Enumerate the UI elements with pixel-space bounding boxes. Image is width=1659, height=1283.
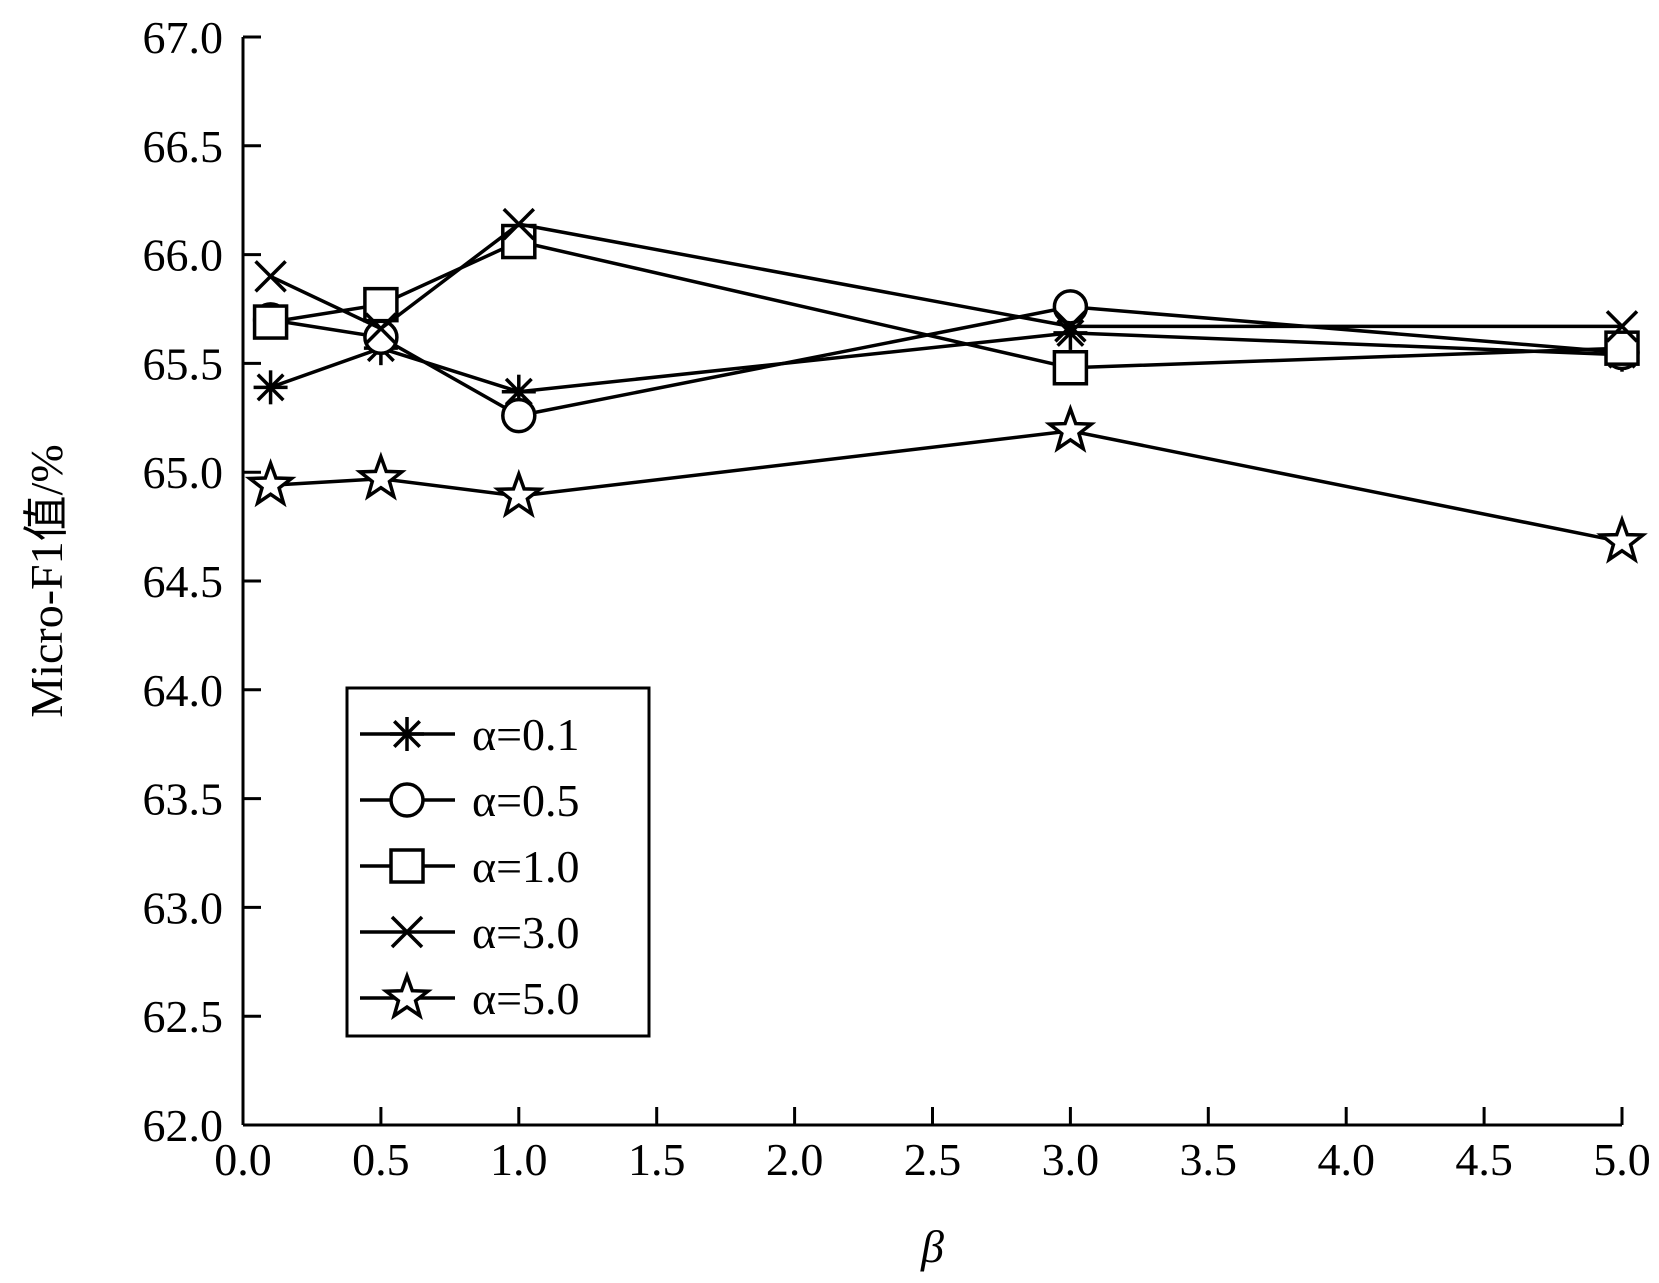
series-line <box>270 429 1623 544</box>
x-tick-label: 1.0 <box>490 1134 548 1185</box>
y-axis-title: Micro-F1值/% <box>21 444 72 717</box>
y-tick-label: 64.0 <box>143 665 224 716</box>
series-2 <box>252 289 1640 434</box>
y-tick-label: 63.5 <box>143 774 224 825</box>
data-point <box>1052 289 1089 325</box>
legend-item: α=0.5 <box>360 775 580 826</box>
y-tick-label: 65.0 <box>143 447 224 498</box>
y-tick-label: 67.0 <box>143 12 224 63</box>
data-point <box>363 319 399 356</box>
data-point <box>253 370 288 405</box>
legend-label: α=0.1 <box>472 709 580 760</box>
x-tick-label: 0.0 <box>214 1134 272 1185</box>
series-5 <box>244 403 1648 564</box>
data-point <box>502 207 536 241</box>
x-axis-title: β <box>920 1221 944 1272</box>
x-tick-label: 4.5 <box>1455 1134 1513 1185</box>
data-point <box>355 451 407 501</box>
y-tick-label: 62.5 <box>143 991 224 1042</box>
legend-marker <box>390 915 424 949</box>
data-point <box>254 260 287 293</box>
data-point <box>492 468 545 519</box>
x-tick-label: 2.0 <box>766 1134 824 1185</box>
x-tick-label: 0.5 <box>352 1134 410 1185</box>
legend-marker <box>389 782 425 818</box>
y-tick-label: 62.0 <box>143 1100 224 1151</box>
legend-item: α=0.1 <box>360 709 580 760</box>
axes: 62.0 62.5 63.0 63.5 64.0 64.5 65.0 65.5 66.0 66.5… <box>21 12 1651 1272</box>
series-layer <box>244 207 1648 564</box>
legend-marker <box>389 848 425 884</box>
y-tick-label: 63.0 <box>143 882 224 933</box>
y-tick-label: 66.0 <box>143 230 224 281</box>
data-point <box>1054 310 1087 343</box>
legend-marker <box>390 717 424 751</box>
legend-label: α=0.5 <box>472 775 580 826</box>
data-point <box>252 304 289 340</box>
legend-marker <box>381 970 433 1020</box>
data-point <box>1605 310 1639 343</box>
data-point <box>1596 514 1648 564</box>
data-point <box>364 312 398 345</box>
data-point <box>501 223 537 260</box>
y-tick-label: 66.5 <box>143 121 224 172</box>
data-point <box>244 458 297 508</box>
x-tick-label: 4.0 <box>1317 1134 1375 1185</box>
series-line <box>270 331 1623 394</box>
data-point <box>1052 350 1089 386</box>
series-line <box>269 222 1622 331</box>
y-tick-label: 64.5 <box>143 556 224 607</box>
data-point <box>363 286 399 323</box>
x-tick-label: 1.5 <box>628 1134 686 1185</box>
x-tick-label: 3.5 <box>1180 1134 1238 1185</box>
x-tick-label: 5.0 <box>1593 1134 1651 1185</box>
legend-item: α=1.0 <box>360 841 580 892</box>
series-line <box>270 305 1623 418</box>
legend-label: α=3.0 <box>472 907 580 958</box>
series-4 <box>254 207 1639 345</box>
y-tick-label: 65.5 <box>143 338 224 389</box>
legend-label: α=5.0 <box>472 973 580 1024</box>
data-point <box>501 397 537 434</box>
legend-item: α=3.0 <box>360 907 580 958</box>
x-tick-label: 2.5 <box>904 1134 962 1185</box>
legend: α=0.1 α=0.5 α=1.0 α=3.0 α=5.0 <box>345 686 651 1038</box>
data-point <box>1044 403 1097 453</box>
x-tick-label: 3.0 <box>1042 1134 1100 1185</box>
legend-item: α=5.0 <box>360 970 580 1024</box>
legend-label: α=1.0 <box>472 841 580 892</box>
